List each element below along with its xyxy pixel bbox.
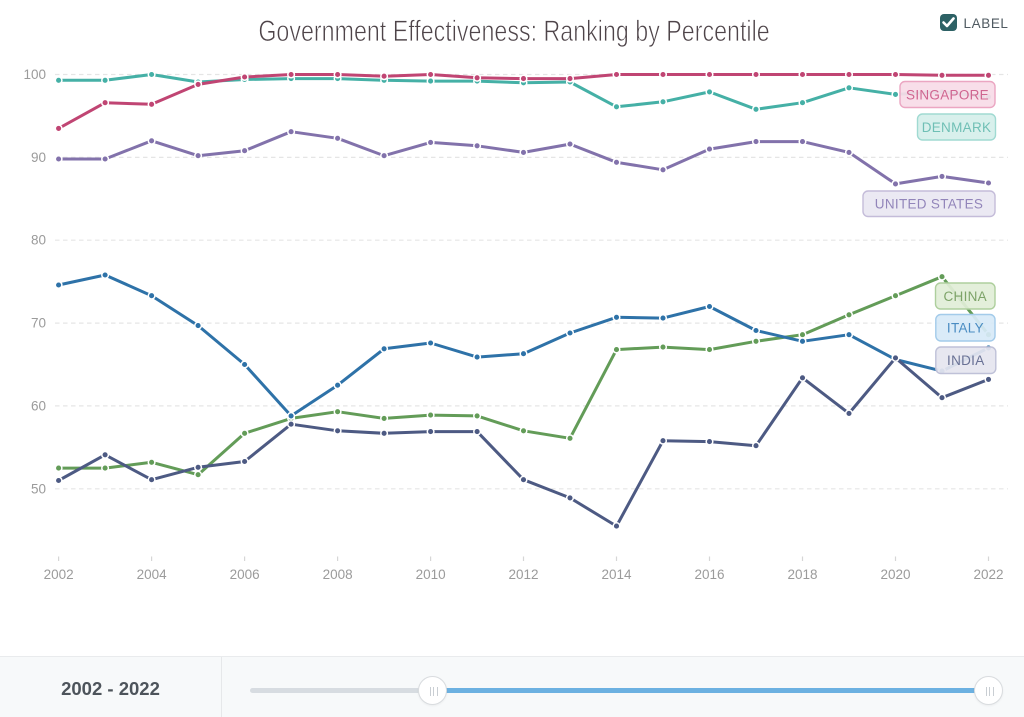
- svg-text:50: 50: [31, 481, 46, 496]
- svg-text:80: 80: [31, 233, 46, 248]
- svg-text:2004: 2004: [137, 567, 168, 582]
- svg-text:2012: 2012: [508, 567, 538, 582]
- svg-text:2020: 2020: [880, 567, 910, 582]
- svg-text:2010: 2010: [416, 567, 446, 582]
- svg-text:INDIA: INDIA: [947, 353, 985, 368]
- svg-text:70: 70: [31, 316, 46, 331]
- svg-text:90: 90: [31, 150, 46, 165]
- svg-text:2022: 2022: [973, 567, 1003, 582]
- svg-text:2008: 2008: [323, 567, 353, 582]
- svg-text:CHINA: CHINA: [943, 289, 987, 304]
- svg-text:60: 60: [31, 398, 46, 413]
- svg-text:SINGAPORE: SINGAPORE: [906, 87, 989, 102]
- svg-text:2016: 2016: [694, 567, 724, 582]
- svg-text:2006: 2006: [230, 567, 260, 582]
- svg-text:UNITED STATES: UNITED STATES: [875, 197, 983, 212]
- svg-text:2014: 2014: [601, 567, 632, 582]
- svg-text:100: 100: [23, 67, 46, 82]
- svg-text:2018: 2018: [787, 567, 817, 582]
- svg-text:DENMARK: DENMARK: [922, 120, 992, 135]
- svg-text:2002: 2002: [44, 567, 74, 582]
- svg-text:ITALY: ITALY: [947, 321, 984, 336]
